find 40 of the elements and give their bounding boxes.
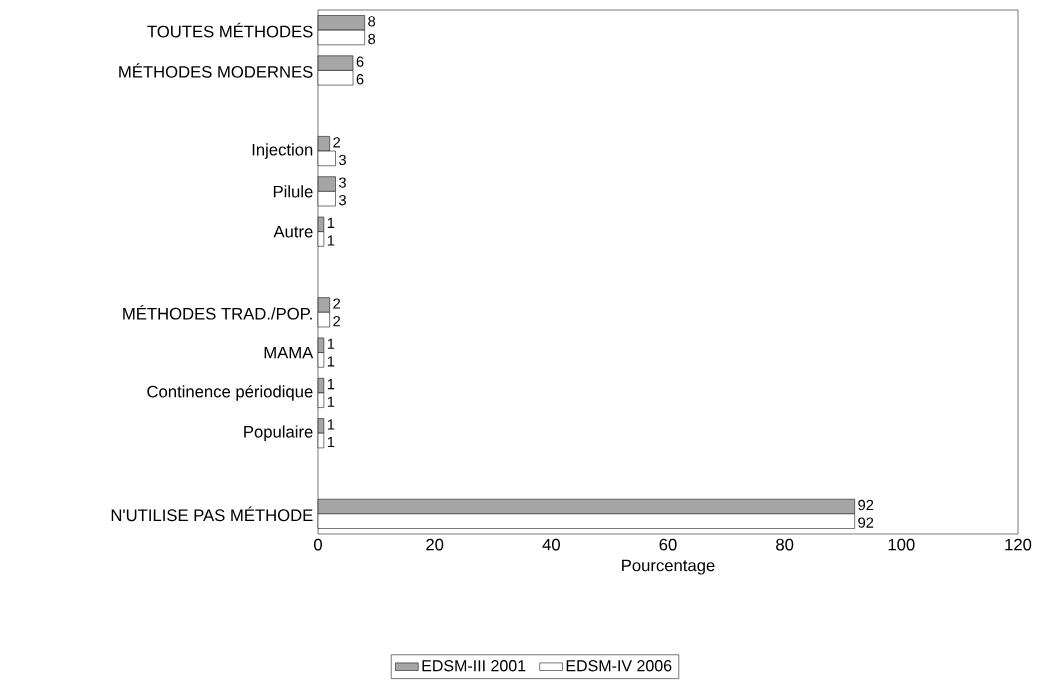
x-tick-label: 20 bbox=[426, 538, 444, 551]
x-tick-label: 40 bbox=[542, 538, 560, 551]
data-label: 92 bbox=[858, 499, 874, 511]
data-label: 1 bbox=[327, 217, 335, 228]
y-tick-label: Injection bbox=[252, 143, 313, 159]
y-tick-label: Continence périodique bbox=[147, 385, 313, 401]
y-tick-label: MÉTHODES MODERNES bbox=[119, 63, 313, 78]
data-label: 6 bbox=[356, 56, 364, 67]
y-tick-label: Autre bbox=[273, 225, 313, 238]
y-tick-label: N'UTILISE PAS MÉTHODE bbox=[111, 506, 313, 522]
data-label: 1 bbox=[327, 436, 335, 448]
y-tick-label: MAMA bbox=[264, 346, 314, 359]
data-label: 2 bbox=[333, 316, 341, 327]
data-label: 2 bbox=[333, 298, 341, 309]
data-label: 8 bbox=[368, 33, 376, 45]
data-label: 1 bbox=[327, 419, 335, 430]
data-label: 3 bbox=[339, 195, 346, 206]
data-label: 3 bbox=[339, 154, 346, 166]
data-label: 92 bbox=[858, 517, 874, 528]
y-tick-label: Populaire bbox=[244, 425, 313, 441]
data-label: 6 bbox=[356, 74, 364, 85]
legend-label: EDSM-IV 2006 bbox=[566, 660, 672, 672]
x-axis-title: Pourcentage bbox=[622, 559, 715, 575]
data-label: 1 bbox=[327, 235, 335, 246]
data-label: 1 bbox=[327, 379, 335, 390]
data-label: 8 bbox=[368, 16, 376, 27]
y-tick-label: TOUTES MÉTHODES bbox=[147, 22, 313, 38]
data-label: 1 bbox=[327, 356, 335, 367]
y-tick-label: MÉTHODES TRAD./POP. bbox=[123, 305, 312, 320]
data-label: 1 bbox=[327, 396, 335, 407]
x-tick-label: 100 bbox=[888, 538, 915, 551]
data-label: 1 bbox=[327, 338, 335, 349]
x-tick-label: 120 bbox=[1005, 538, 1032, 551]
x-tick-label: 60 bbox=[659, 538, 677, 551]
data-label: 2 bbox=[333, 137, 341, 148]
y-tick-label: Pilule bbox=[273, 185, 313, 198]
legend-label: EDSM-III 2001 bbox=[422, 660, 526, 672]
x-tick-label: 0 bbox=[314, 538, 322, 551]
data-label: 3 bbox=[339, 177, 346, 188]
x-tick-label: 80 bbox=[776, 538, 794, 551]
